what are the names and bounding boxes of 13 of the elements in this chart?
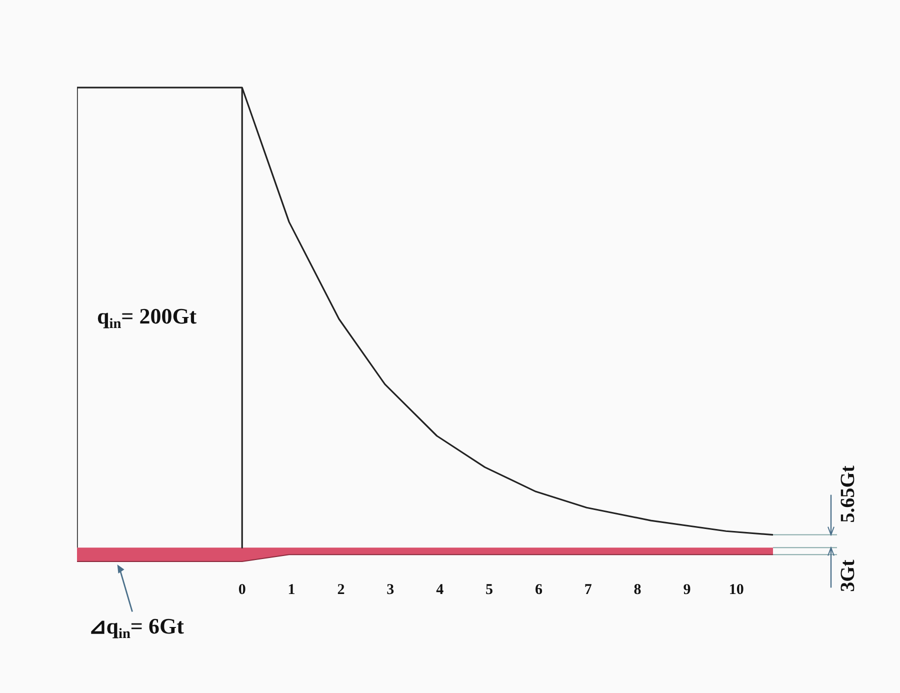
x-tick-label: 7	[584, 582, 592, 598]
text: 3Gt	[837, 559, 860, 592]
x-tick-label: 1	[288, 582, 296, 598]
x-tick-label: 8	[634, 582, 642, 598]
x-tick-label: 10	[728, 582, 744, 598]
x-tick-label: 3	[386, 582, 394, 598]
x-tick-label: 6	[534, 582, 543, 598]
x-tick-label: 0	[238, 582, 246, 598]
x-tick-label: 5	[486, 582, 494, 598]
text: 5.65Gt	[837, 465, 860, 523]
x-tick-label: 9	[683, 582, 691, 598]
x-tick-label: 4	[436, 582, 444, 598]
x-tick-label: 2	[337, 582, 345, 598]
